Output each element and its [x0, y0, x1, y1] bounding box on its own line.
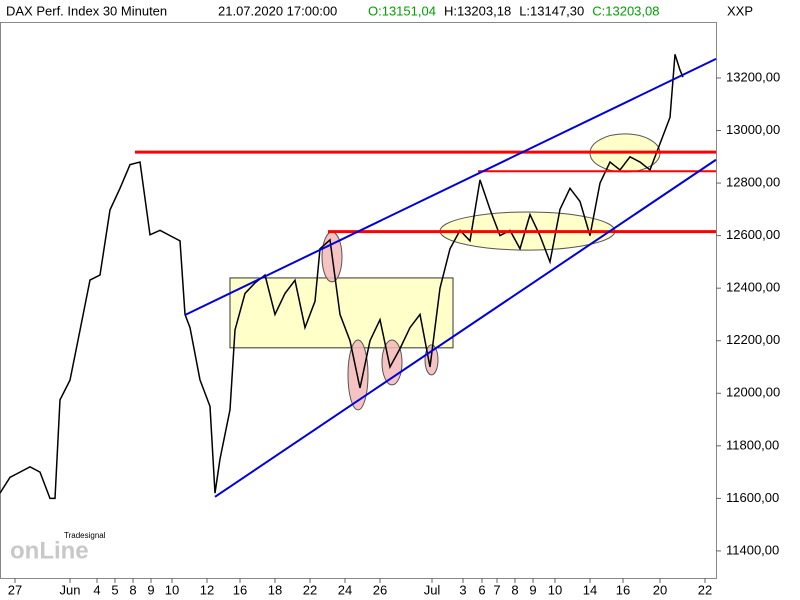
y-tick-label: 11600,00 [726, 490, 779, 505]
x-tick-label: 9 [529, 582, 536, 597]
highlight-box [229, 277, 454, 349]
plot-frame [0, 22, 717, 579]
y-tick-label: 13200,00 [726, 69, 780, 84]
x-tick-label: 7 [493, 582, 500, 597]
x-tick-label: 12 [200, 582, 214, 597]
x-tick-label: 16 [616, 582, 630, 597]
y-tick-label: 13000,00 [726, 122, 780, 137]
x-tick-label: 8 [511, 582, 518, 597]
x-tick-label: 18 [268, 582, 282, 597]
quote-value: C:13203,08 [592, 3, 659, 18]
x-tick-label: 22 [698, 582, 712, 597]
x-tick-label: 4 [93, 582, 100, 597]
symbol: XXP [727, 3, 753, 18]
x-tick-label: 22 [303, 582, 317, 597]
x-tick-label: 24 [338, 582, 352, 597]
y-tick-label: 11400,00 [726, 542, 779, 557]
timestamp: 21.07.2020 17:00:00 [218, 3, 337, 18]
x-tick-label: 3 [459, 582, 466, 597]
y-tick-label: 12600,00 [726, 227, 780, 242]
x-tick-label: 27 [8, 582, 22, 597]
logo: onLine [10, 537, 89, 564]
logo-small: Tradesignal [64, 531, 106, 540]
chart-title: DAX Perf. Index 30 Minuten [6, 3, 167, 18]
trend-line [214, 158, 717, 498]
y-tick-label: 12800,00 [726, 175, 780, 190]
y-tick-label: 12200,00 [726, 332, 780, 347]
trend-line [184, 57, 717, 316]
x-tick-label: 16 [233, 582, 247, 597]
x-tick-label: 14 [583, 582, 597, 597]
x-tick-label: Jun [60, 582, 81, 597]
x-tick-label: 10 [548, 582, 562, 597]
quote-value: L:13147,30 [519, 3, 584, 18]
y-tick-label: 12000,00 [726, 385, 780, 400]
x-tick-label: 26 [373, 582, 387, 597]
x-tick-label: Jul [424, 582, 441, 597]
quote-value: O:13151,04 [368, 3, 436, 18]
x-tick-label: 8 [129, 582, 136, 597]
x-tick-label: 20 [653, 582, 667, 597]
y-tick-label: 11800,00 [726, 437, 779, 452]
highlight-ellipse [347, 339, 369, 411]
x-tick-label: 5 [111, 582, 118, 597]
x-tick-label: 9 [147, 582, 154, 597]
x-tick-label: 6 [478, 582, 485, 597]
x-tick-label: 10 [165, 582, 179, 597]
price-line [0, 54, 684, 500]
quote-value: H:13203,18 [444, 3, 511, 18]
y-tick-label: 12400,00 [726, 280, 780, 295]
